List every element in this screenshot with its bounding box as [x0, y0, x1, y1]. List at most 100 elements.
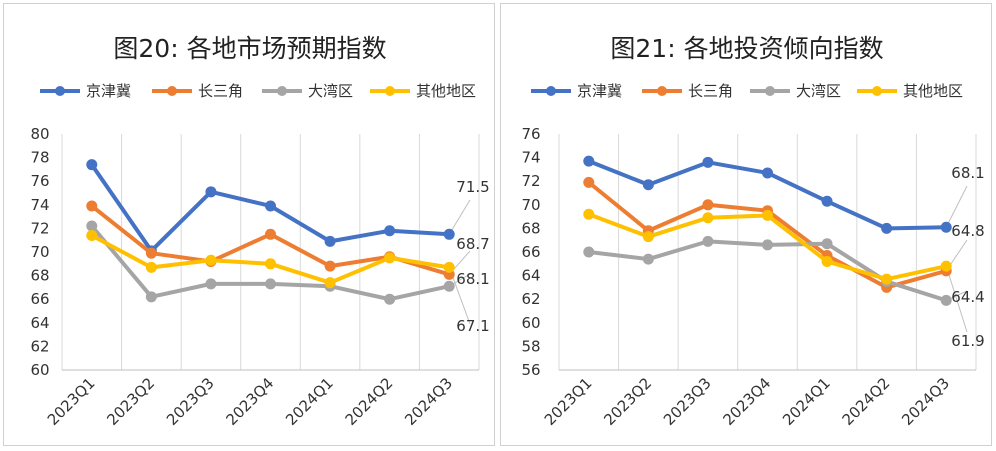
x-tick-label: 2024Q2: [839, 374, 894, 429]
legend-marker-1: [546, 86, 556, 96]
x-tick-label: 2024Q3: [401, 374, 456, 429]
data-point: [324, 277, 336, 289]
data-point: [642, 253, 654, 265]
legend-label-2: 长三角: [688, 82, 733, 100]
x-tick-label: 2024Q1: [779, 374, 834, 429]
data-point: [583, 246, 595, 258]
y-tick-label: 56: [521, 361, 540, 379]
y-tick-label: 80: [30, 125, 49, 143]
y-tick-label: 72: [30, 219, 49, 237]
end-value-label: 68.1: [951, 164, 984, 182]
legend-label-2: 长三角: [198, 82, 243, 100]
legend-marker-3: [277, 86, 287, 96]
data-point: [86, 220, 98, 232]
end-value-label: 64.4: [951, 288, 984, 306]
leader-line-4: [945, 266, 968, 333]
x-tick-label: 2024Q2: [342, 374, 397, 429]
chart-panel-investment-tendency: 图21: 各地投资倾向指数 京津冀 长三角 大湾区 其他地区 56 58 60 62 64 66 68…: [500, 3, 992, 446]
end-value-label: 64.8: [951, 222, 984, 240]
legend-label-3: 大湾区: [308, 82, 353, 100]
data-point: [86, 229, 98, 241]
end-value-label: 68.1: [456, 270, 489, 288]
data-point: [762, 209, 773, 221]
legend-label-3: 大湾区: [796, 82, 841, 100]
data-point: [205, 254, 217, 266]
data-point: [384, 293, 396, 305]
data-point: [384, 225, 396, 237]
data-point: [583, 176, 595, 188]
end-value-label: 68.7: [456, 235, 489, 253]
chart-title: 图21: 各地投资倾向指数: [610, 34, 883, 63]
chart-panel-market-expectation: 图20: 各地市场预期指数 京津冀 长三角 大湾区 其他地区 60 62 64 66 68 70 72…: [3, 3, 495, 446]
data-point: [762, 239, 773, 251]
data-point: [940, 221, 952, 233]
data-point: [324, 260, 336, 272]
y-tick-label: 66: [30, 290, 49, 308]
data-point: [443, 261, 455, 273]
y-tick-label: 64: [30, 314, 49, 332]
data-point: [86, 159, 98, 171]
end-value-label: 61.9: [951, 332, 984, 350]
x-tick-label: 2023Q4: [720, 374, 775, 429]
y-tick-label: 68: [30, 267, 49, 285]
data-point: [702, 212, 714, 224]
data-point: [145, 261, 157, 273]
data-point: [821, 195, 833, 207]
y-tick-label: 70: [30, 243, 49, 261]
y-tick-label: 68: [521, 219, 540, 237]
x-tick-label: 2023Q3: [660, 374, 715, 429]
data-point: [762, 167, 773, 179]
data-point: [881, 222, 893, 234]
data-point: [821, 255, 833, 267]
legend-label-4: 其他地区: [416, 82, 476, 100]
legend-marker-4: [872, 86, 882, 96]
data-point: [265, 200, 276, 212]
y-tick-label: 58: [521, 337, 540, 355]
x-tick-label: 2023Q2: [600, 374, 655, 429]
y-tick-label: 60: [30, 361, 49, 379]
legend-marker-2: [167, 86, 177, 96]
data-point: [205, 186, 217, 198]
x-tick-label: 2023Q1: [44, 374, 99, 429]
leader-line-1: [448, 199, 471, 235]
y-tick-label: 62: [521, 290, 540, 308]
y-tick-label: 72: [521, 172, 540, 190]
legend-marker-1: [55, 86, 65, 96]
end-value-label: 67.1: [456, 317, 489, 335]
x-tick-label: 2023Q4: [223, 374, 278, 429]
data-point: [205, 278, 217, 290]
data-point: [265, 278, 276, 290]
y-tick-label: 62: [30, 337, 49, 355]
data-point: [583, 155, 595, 167]
data-point: [324, 235, 336, 247]
x-tick-label: 2024Q3: [898, 374, 953, 429]
data-point: [265, 228, 276, 240]
legend-label-1: 京津冀: [577, 82, 622, 100]
data-point: [702, 156, 714, 168]
data-point: [583, 208, 595, 220]
y-tick-label: 66: [521, 243, 540, 261]
y-tick-label: 74: [30, 196, 49, 214]
data-point: [384, 252, 396, 264]
y-tick-label: 60: [521, 314, 540, 332]
data-point: [443, 228, 455, 240]
y-tick-label: 76: [30, 172, 49, 190]
y-tick-label: 78: [30, 149, 49, 167]
data-point: [145, 291, 157, 303]
y-tick-label: 76: [521, 125, 540, 143]
data-point: [881, 273, 893, 285]
data-point: [940, 294, 952, 306]
y-tick-label: 64: [521, 267, 540, 285]
legend-label-1: 京津冀: [86, 82, 131, 100]
legend-marker-2: [657, 86, 667, 96]
x-tick-label: 2023Q3: [163, 374, 218, 429]
y-tick-label: 70: [521, 196, 540, 214]
data-point: [940, 260, 952, 272]
x-tick-label: 2023Q2: [103, 374, 158, 429]
x-tick-label: 2023Q1: [541, 374, 596, 429]
data-point: [443, 280, 455, 292]
data-point: [642, 231, 654, 243]
data-point: [702, 235, 714, 247]
